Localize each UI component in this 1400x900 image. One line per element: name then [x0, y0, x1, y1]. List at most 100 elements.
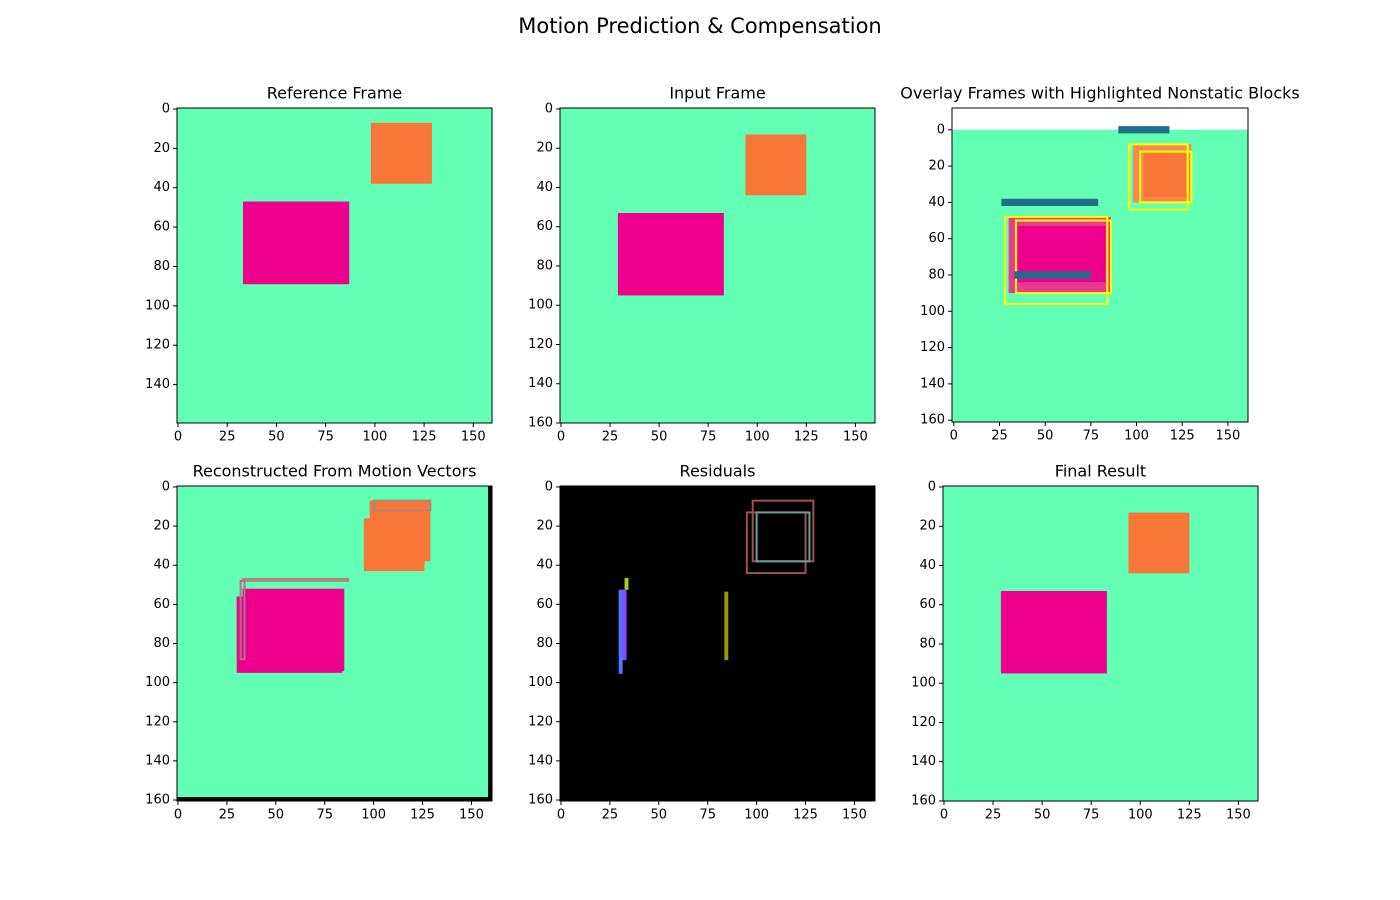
image-block — [745, 134, 807, 196]
image-block — [624, 577, 629, 590]
y-tick-label: 60 — [536, 597, 553, 612]
x-tick-label: 50 — [651, 808, 668, 823]
image-block — [1001, 198, 1099, 207]
x-tick-label: 75 — [1083, 429, 1100, 444]
image-block — [488, 486, 492, 801]
x-tick-label: 100 — [745, 430, 770, 445]
y-tick-label: 60 — [928, 231, 945, 246]
x-tick-label: 25 — [985, 808, 1002, 823]
y-tick-label: 60 — [536, 219, 553, 234]
y-tick-label: 160 — [528, 793, 553, 808]
y-tick-label: 120 — [911, 715, 936, 730]
x-tick-label: 100 — [1124, 429, 1149, 444]
y-tick-label: 40 — [536, 558, 553, 573]
figure-title: Motion Prediction & Compensation — [518, 14, 881, 38]
y-tick-label: 120 — [145, 338, 170, 353]
x-tick-label: 25 — [991, 429, 1008, 444]
y-tick-label: 0 — [937, 122, 945, 137]
y-tick-label: 160 — [911, 794, 936, 809]
x-tick-label: 50 — [268, 430, 285, 445]
y-tick-label: 140 — [528, 376, 553, 391]
x-tick-label: 75 — [700, 430, 717, 445]
y-tick-label: 80 — [536, 636, 553, 651]
y-tick-label: 100 — [911, 676, 936, 691]
y-tick-label: 0 — [545, 479, 553, 494]
y-tick-label: 20 — [153, 141, 170, 156]
y-tick-label: 0 — [928, 479, 936, 494]
axes-frame — [951, 107, 1249, 423]
x-tick-label: 125 — [1177, 808, 1202, 823]
axes-title: Final Result — [1055, 462, 1146, 481]
image-block — [617, 213, 724, 296]
x-tick-label: 100 — [744, 808, 769, 823]
y-tick-label: 140 — [145, 753, 170, 768]
image-block — [1143, 153, 1186, 197]
image-block — [724, 591, 729, 661]
y-tick-label: 20 — [536, 519, 553, 534]
panel — [177, 486, 492, 801]
image-block — [177, 797, 492, 801]
y-tick-label: 160 — [920, 413, 945, 428]
x-tick-label: 0 — [174, 808, 182, 823]
panel — [952, 126, 1248, 422]
x-tick-label: 150 — [1215, 429, 1240, 444]
x-tick-label: 150 — [843, 430, 868, 445]
image-block — [1014, 271, 1091, 279]
y-tick-label: 0 — [162, 479, 170, 494]
y-tick-label: 0 — [162, 101, 170, 116]
y-tick-label: 160 — [528, 416, 553, 431]
y-tick-label: 80 — [919, 636, 936, 651]
y-tick-label: 160 — [145, 793, 170, 808]
x-tick-label: 150 — [1226, 808, 1251, 823]
x-tick-label: 0 — [940, 808, 948, 823]
image-block — [242, 201, 350, 285]
x-tick-label: 0 — [557, 808, 565, 823]
axes-title: Input Frame — [669, 84, 765, 103]
x-tick-label: 50 — [268, 808, 285, 823]
image-block — [1003, 215, 1109, 306]
y-tick-label: 80 — [536, 258, 553, 273]
y-tick-label: 140 — [145, 377, 170, 392]
image-block — [1118, 126, 1170, 134]
y-tick-label: 40 — [536, 180, 553, 195]
x-tick-label: 100 — [1128, 808, 1153, 823]
y-tick-label: 120 — [920, 340, 945, 355]
x-tick-label: 125 — [793, 808, 818, 823]
image-block — [618, 589, 623, 674]
y-tick-label: 80 — [928, 267, 945, 282]
image-block — [755, 511, 811, 563]
panel — [560, 108, 875, 423]
x-tick-label: 75 — [317, 430, 334, 445]
image-block — [372, 499, 432, 512]
x-tick-label: 50 — [1037, 429, 1054, 444]
image-block — [1128, 143, 1189, 211]
y-tick-label: 140 — [528, 753, 553, 768]
x-tick-label: 25 — [602, 430, 619, 445]
y-tick-label: 60 — [153, 597, 170, 612]
y-tick-label: 140 — [920, 376, 945, 391]
x-tick-label: 100 — [362, 430, 387, 445]
y-tick-label: 40 — [153, 180, 170, 195]
y-tick-label: 100 — [528, 298, 553, 313]
image-block — [1000, 591, 1107, 674]
y-tick-label: 40 — [928, 195, 945, 210]
x-tick-label: 125 — [410, 808, 435, 823]
y-tick-label: 120 — [528, 714, 553, 729]
y-tick-label: 80 — [153, 636, 170, 651]
x-tick-label: 150 — [461, 430, 486, 445]
image-block — [241, 577, 350, 582]
image-block — [370, 122, 432, 184]
panel — [177, 108, 492, 423]
y-tick-label: 140 — [911, 754, 936, 769]
x-tick-label: 125 — [412, 430, 437, 445]
axes-frame — [176, 107, 493, 424]
x-tick-label: 75 — [699, 808, 716, 823]
image-block — [622, 589, 627, 661]
y-tick-label: 60 — [153, 220, 170, 235]
image-block — [242, 588, 345, 671]
y-tick-label: 100 — [528, 675, 553, 690]
y-tick-label: 100 — [145, 298, 170, 313]
x-tick-label: 0 — [557, 430, 565, 445]
axes-title: Reconstructed From Motion Vectors — [193, 462, 477, 481]
x-tick-label: 125 — [1170, 429, 1195, 444]
